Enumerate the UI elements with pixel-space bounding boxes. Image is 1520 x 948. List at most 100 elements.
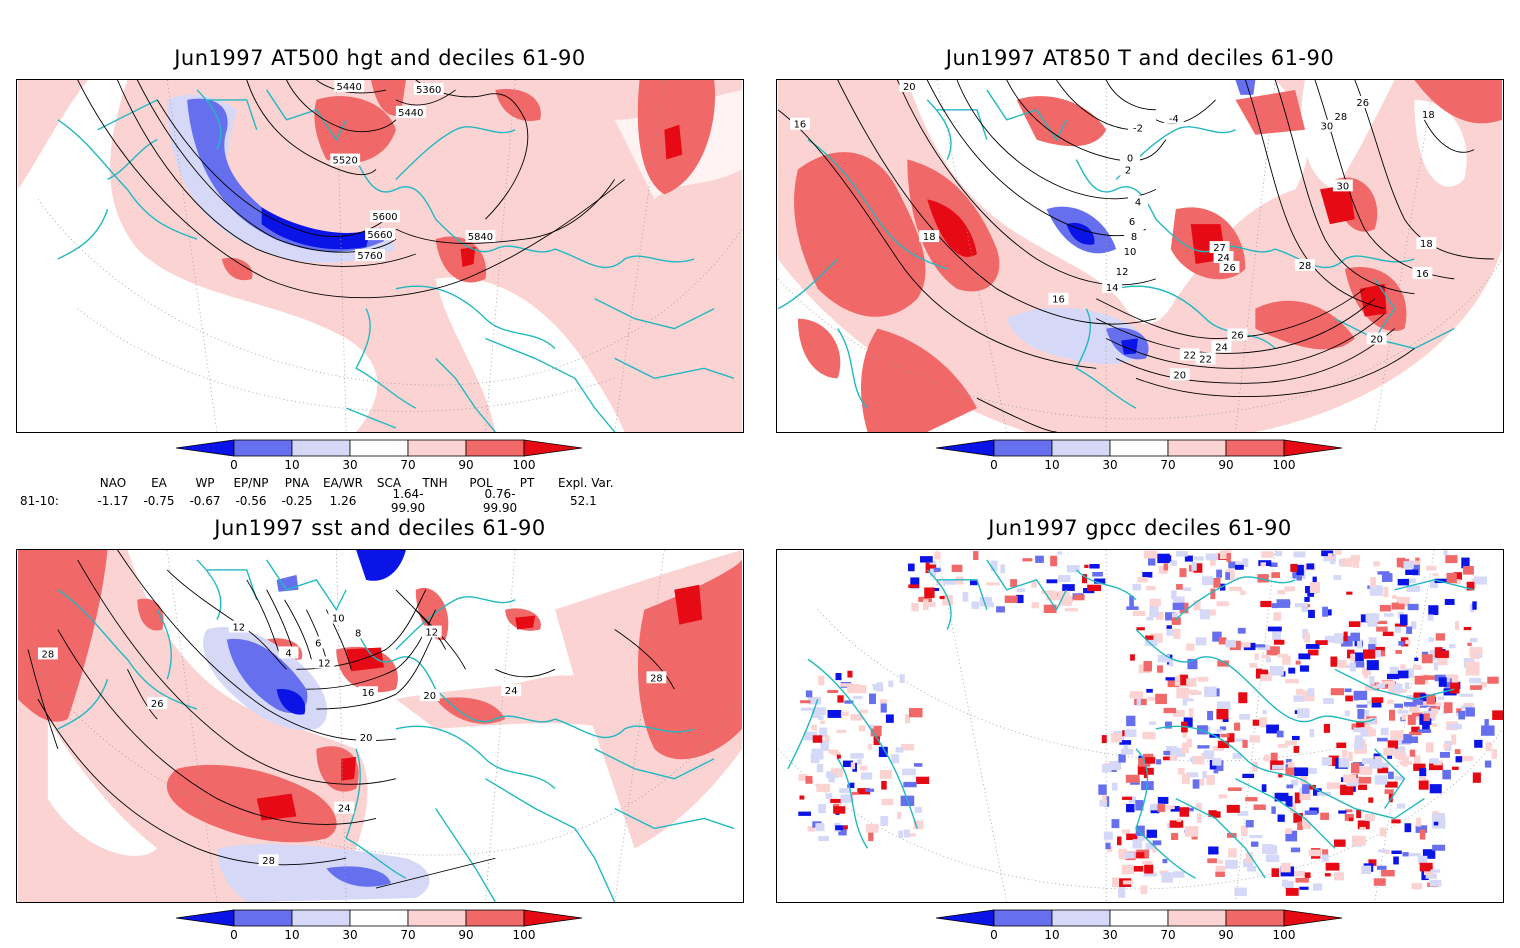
svg-text:20: 20 <box>360 733 373 744</box>
contour-label: 4 <box>1128 195 1148 208</box>
indices-row-label: 81-10: <box>20 494 59 508</box>
svg-text:28: 28 <box>1335 112 1348 123</box>
index-value: -0.67 <box>189 494 221 508</box>
colorbar-segment <box>407 439 467 457</box>
contour-label: 24 <box>1213 251 1234 264</box>
contour-label: 16 <box>1412 266 1433 280</box>
contour-label: 12 <box>1112 264 1133 278</box>
colorbar-segment <box>993 439 1053 457</box>
colorbar-segment <box>1109 439 1169 457</box>
map-panel-sst: 12 4 6 8 10 12 16 20 24 28 26 28 24 20 1… <box>16 549 744 903</box>
svg-text:28: 28 <box>650 673 663 684</box>
svg-text:26: 26 <box>151 699 164 710</box>
index-header: EP/NP <box>233 476 269 490</box>
svg-text:24: 24 <box>338 804 351 815</box>
map-panel-hgt500: 5440 5360 5440 5520 5600 5660 5760 5840 <box>16 79 744 433</box>
svg-text:12: 12 <box>1116 267 1129 278</box>
index-header: NAO <box>99 476 127 490</box>
svg-text:26: 26 <box>1231 331 1244 342</box>
contour-label: 20 <box>1169 368 1190 381</box>
colorbar-hgt500: 0 10 30 70 90 100 <box>176 438 596 478</box>
index-header: TNH <box>422 476 448 490</box>
contour-label: 18 <box>1418 107 1439 121</box>
index-header: EA <box>151 476 167 490</box>
contour-label: 6 <box>1122 215 1142 228</box>
svg-text:-2: -2 <box>1133 124 1143 135</box>
contour-label: 0 <box>1120 151 1140 165</box>
contour-label: 6 <box>308 636 329 649</box>
contour-label: 26 <box>1219 260 1240 274</box>
contour-label: 24 <box>501 684 522 697</box>
map-gpcc <box>777 550 1503 902</box>
panel-title-gpcc: Jun1997 gpcc deciles 61-90 <box>988 516 1292 540</box>
colorbar-tick: 90 <box>1218 928 1234 942</box>
index-header: PNA <box>284 476 310 490</box>
svg-text:20: 20 <box>423 691 436 702</box>
contour-label: 5440 <box>395 105 426 119</box>
contour-label: 30 <box>1332 179 1353 192</box>
contour-label: 8 <box>1124 230 1144 243</box>
index-value: 1.64-99.90 <box>390 487 426 515</box>
colorbar-tick: 30 <box>1102 458 1118 472</box>
contour-label: 20 <box>419 689 440 702</box>
svg-text:5520: 5520 <box>333 156 358 167</box>
contour-label: 5840 <box>465 230 496 243</box>
svg-text:2: 2 <box>1125 165 1131 176</box>
contour-label: 16 <box>789 117 810 131</box>
colorbar-segment <box>176 909 235 927</box>
colorbar-tick: 0 <box>230 928 238 942</box>
colorbar-segment <box>936 439 995 457</box>
panel-title-hgt500: Jun1997 AT500 hgt and deciles 61-90 <box>174 46 586 70</box>
index-value: -0.56 <box>235 494 267 508</box>
contour-label: 26 <box>1352 95 1373 109</box>
contour-label: 2 <box>1118 163 1139 176</box>
map-t850: 20 16 -4 -2 0 2 4 6 8 10 12 14 16 18 20 … <box>777 80 1503 432</box>
contour-label: 5360 <box>413 82 444 96</box>
svg-text:22: 22 <box>1199 354 1212 365</box>
svg-text:20: 20 <box>1173 370 1186 381</box>
svg-text:5660: 5660 <box>367 230 392 241</box>
contour-label: 12 <box>228 620 249 634</box>
index-value: -0.25 <box>281 494 313 508</box>
contour-label: 16 <box>1048 292 1069 306</box>
colorbar-segment <box>993 909 1053 927</box>
svg-text:20: 20 <box>1370 335 1383 346</box>
svg-text:24: 24 <box>1217 253 1230 264</box>
svg-text:18: 18 <box>1420 239 1433 250</box>
colorbar-tick: 100 <box>512 928 536 942</box>
index-value: -0.75 <box>143 494 175 508</box>
svg-text:4: 4 <box>1135 197 1141 208</box>
colorbar-gpcc: 0 10 30 70 90 100 <box>936 908 1356 948</box>
svg-text:22: 22 <box>1183 350 1196 361</box>
colorbar-segment <box>233 909 293 927</box>
indices-value-row: 81-10: -1.17 -0.75 -0.67 -0.56 -0.25 1.2… <box>20 487 634 515</box>
svg-text:16: 16 <box>1052 295 1065 306</box>
colorbar-segment <box>1225 909 1285 927</box>
contour-label: 10 <box>1120 245 1140 258</box>
svg-text:0: 0 <box>1127 154 1133 165</box>
colorbar-tick: 0 <box>230 458 238 472</box>
colorbar-segment <box>349 909 409 927</box>
contour-label: 5600 <box>370 210 400 223</box>
contour-label: 30 <box>1316 119 1337 133</box>
svg-text:30: 30 <box>1321 122 1334 133</box>
colorbar-segment <box>1109 909 1169 927</box>
colorbar-tick: 10 <box>284 928 300 942</box>
contour-label: 28 <box>258 854 279 867</box>
colorbar-segment <box>1283 439 1343 457</box>
svg-text:12: 12 <box>425 628 438 639</box>
index-header: EA/WR <box>322 476 364 490</box>
contour-label: 8 <box>348 626 369 640</box>
svg-text:24: 24 <box>1215 342 1228 353</box>
colorbar-segment <box>465 909 525 927</box>
colorbar-segment <box>1225 439 1285 457</box>
map-panel-gpcc <box>776 549 1504 903</box>
svg-text:27: 27 <box>1213 243 1226 254</box>
contour-label: 26 <box>1227 328 1248 342</box>
contour-label: 28 <box>1295 258 1316 272</box>
svg-text:16: 16 <box>362 688 375 699</box>
svg-text:28: 28 <box>1299 261 1312 272</box>
index-value: 1.26 <box>329 494 357 508</box>
colorbar-tick: 90 <box>458 928 474 942</box>
svg-text:14: 14 <box>1106 283 1119 294</box>
